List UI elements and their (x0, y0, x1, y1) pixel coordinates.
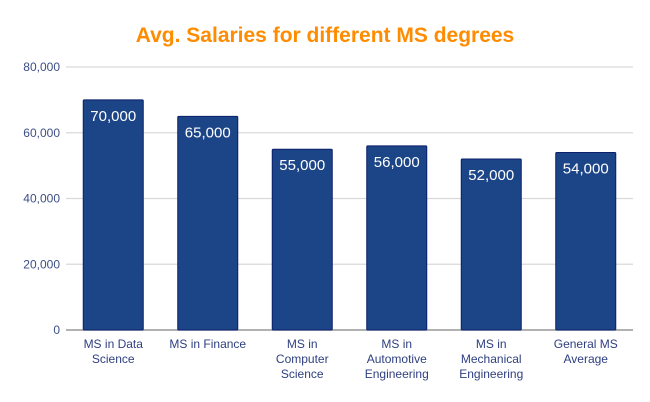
x-tick-label-line: Computer (276, 352, 329, 366)
bar (82, 99, 144, 331)
y-tick-label: 80,000 (23, 60, 60, 74)
bars: 70,000 65,000 55,000 56,000 52,000 54,000 (82, 99, 617, 331)
y-tick-label: 0 (53, 323, 60, 337)
data-label: 52,000 (468, 167, 514, 184)
y-tick-label: 60,000 (23, 126, 60, 140)
x-tick-label-line: Science (92, 352, 135, 366)
x-tick-label: MS in Finance (169, 337, 246, 351)
x-tick-label-line: Automotive (367, 352, 427, 366)
x-tick-label: MS in Automotive Engineering (365, 337, 429, 381)
y-tick-label: 40,000 (23, 192, 60, 206)
x-tick-label-line: General MS (554, 337, 618, 351)
x-tick-label-line: Engineering (365, 367, 429, 381)
bar (555, 151, 617, 331)
x-tick-label-line: MS in (381, 337, 412, 351)
chart-title: Avg. Salaries for different MS degrees (136, 24, 515, 47)
x-tick-label-line: Mechanical (461, 352, 522, 366)
x-tick-label-line: MS in (476, 337, 507, 351)
data-label: 55,000 (279, 157, 325, 174)
x-tick-label-line: MS in (287, 337, 318, 351)
y-tick-label: 20,000 (23, 257, 60, 271)
data-label: 54,000 (563, 160, 609, 177)
x-tick-label: MS in Mechanical Engineering (459, 337, 523, 381)
x-tick-label-line: MS in Data (84, 337, 144, 351)
bar (271, 148, 333, 331)
gridlines (66, 66, 633, 331)
x-tick-label-line: Average (564, 352, 609, 366)
data-label: 65,000 (185, 124, 231, 141)
x-tick-label-line: Science (281, 367, 324, 381)
x-tick-label: MS in Computer Science (276, 337, 329, 381)
x-tick-label: General MS Average (554, 337, 618, 366)
bar (366, 145, 428, 331)
x-tick-label-line: Engineering (459, 367, 523, 381)
x-tick-label-line: MS in Finance (169, 337, 246, 351)
y-axis: 0 20,000 40,000 60,000 80,000 (23, 60, 60, 337)
bar (177, 115, 239, 331)
data-label: 70,000 (90, 108, 136, 125)
x-tick-label: MS in Data Science (84, 337, 144, 366)
bar (460, 158, 522, 331)
data-label: 56,000 (374, 154, 420, 171)
